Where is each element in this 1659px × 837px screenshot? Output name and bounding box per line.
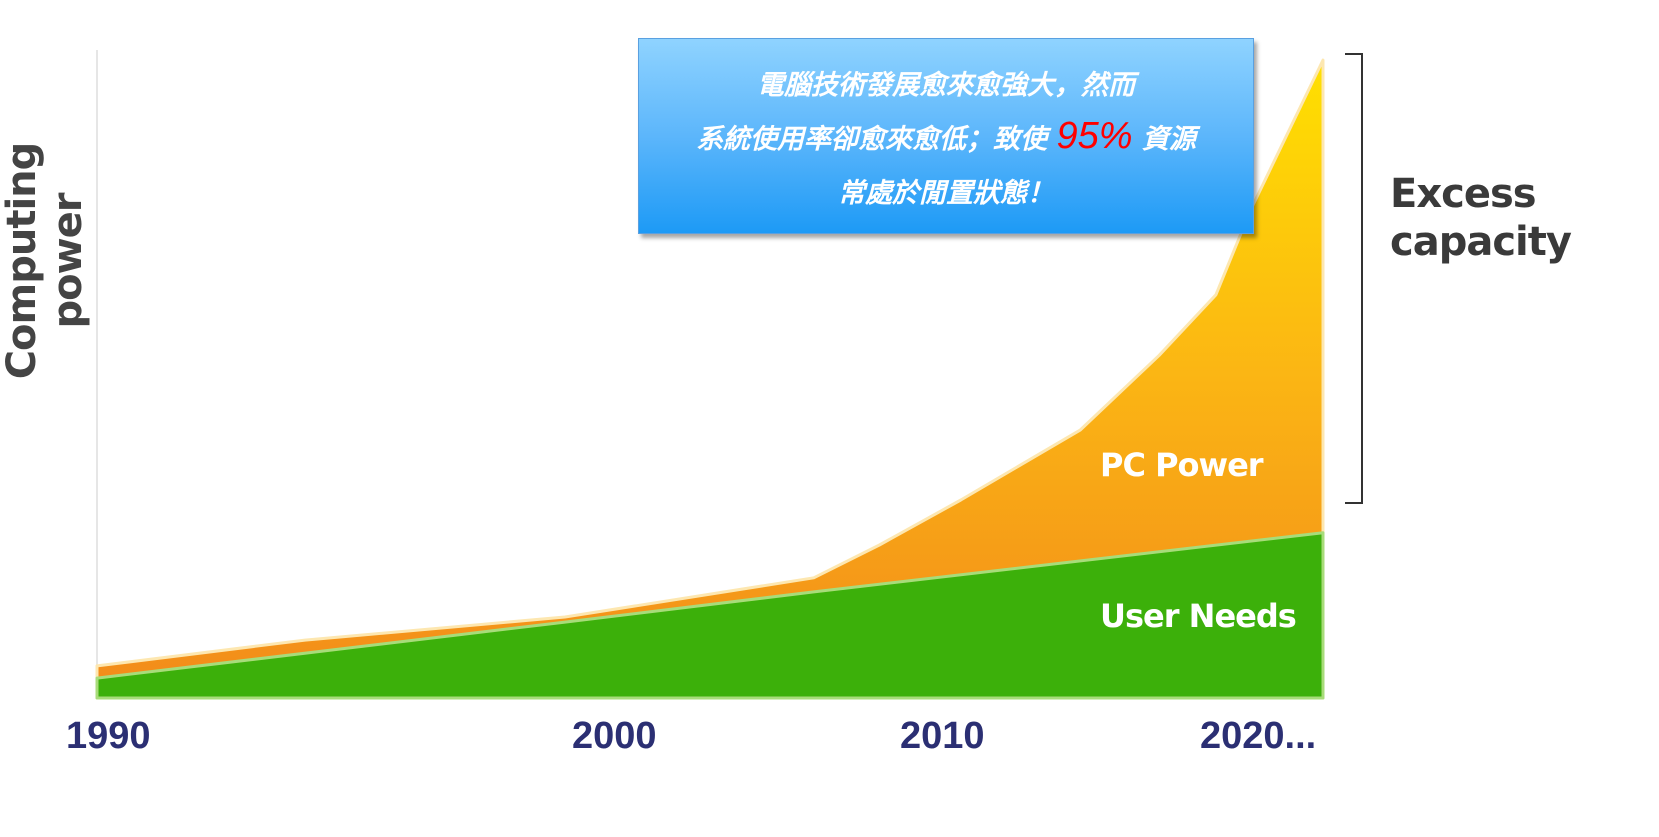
- x-tick-label: 2000: [572, 715, 657, 757]
- callout-box: 電腦技術發展愈來愈強大，然而 系統使用率卻愈來愈低；致使 95% 資源 常處於閒…: [638, 38, 1254, 234]
- callout-line-1: 電腦技術發展愈來愈強大，然而: [757, 70, 1135, 101]
- callout-line-2: 系統使用率卻愈來愈低；致使 95% 資源: [639, 113, 1253, 167]
- excess-label-line1: Excess: [1390, 171, 1537, 217]
- callout-line-2-pre: 系統使用率卻愈來愈低；致使: [696, 124, 1057, 155]
- callout-line-2-post: 資源: [1132, 124, 1196, 155]
- y-axis-label: Computing power: [0, 142, 91, 380]
- callout-highlight-percent: 95%: [1056, 115, 1133, 157]
- x-tick-label: 1990: [66, 715, 151, 757]
- excess-capacity-label: Excess capacity: [1390, 170, 1572, 266]
- excess-label-line2: capacity: [1390, 219, 1572, 265]
- area-pc-power: [95, 58, 1325, 700]
- series-label-pc-power: PC Power: [1100, 446, 1264, 484]
- area-user-needs: [95, 531, 1325, 700]
- excess-capacity-bracket: [1345, 53, 1363, 504]
- x-tick-label: 2010: [900, 715, 985, 757]
- callout-line-3: 常處於閒置狀態！: [838, 178, 1054, 209]
- series-label-user-needs: User Needs: [1100, 597, 1297, 635]
- x-tick-label: 2020...: [1200, 715, 1317, 757]
